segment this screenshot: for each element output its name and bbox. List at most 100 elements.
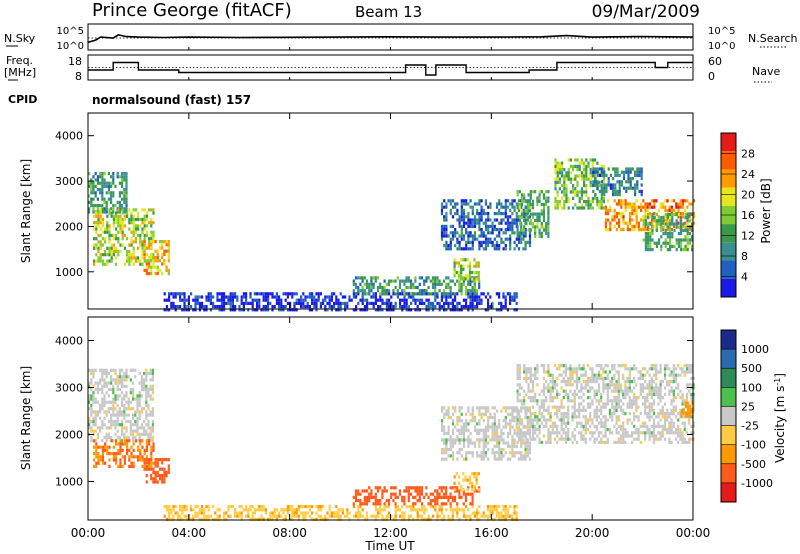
power-cell <box>603 186 606 190</box>
velocity-cell <box>582 415 585 419</box>
velocity-cell <box>134 375 137 379</box>
power-cell <box>95 243 98 247</box>
power-cell <box>152 208 155 212</box>
power-cell <box>231 298 234 302</box>
power-cell <box>379 305 382 309</box>
velocity-cell <box>359 511 362 515</box>
power-cell <box>574 177 577 181</box>
velocity-cell <box>258 508 261 512</box>
power-cell <box>339 301 342 305</box>
power-cell <box>368 285 371 290</box>
velocity-cell <box>586 364 590 368</box>
power-cell <box>108 259 111 263</box>
velocity-cell <box>105 381 108 385</box>
power-cell <box>460 258 463 262</box>
velocity-cell <box>326 517 329 521</box>
velocity-cell <box>595 364 598 368</box>
velocity-cell <box>471 484 474 489</box>
velocity-cell <box>236 514 239 518</box>
velocity-cell <box>506 431 510 436</box>
velocity-cell <box>458 406 461 410</box>
power-cell <box>491 240 494 244</box>
velocity-cell <box>639 412 642 416</box>
velocity-cell <box>589 437 592 441</box>
velocity-cell <box>249 517 252 521</box>
power-cell <box>96 178 99 182</box>
velocity-cell <box>582 399 585 403</box>
velocity-cell <box>480 428 483 432</box>
velocity-cell <box>407 499 410 503</box>
power-cell <box>161 243 164 247</box>
velocity-cell <box>198 511 201 515</box>
velocity-cell <box>562 370 565 374</box>
power-cell <box>469 221 472 225</box>
power-cell <box>427 305 430 309</box>
velocity-cell <box>117 452 120 456</box>
velocity-cell <box>542 402 546 406</box>
power-cell <box>506 224 510 228</box>
velocity-cell <box>101 419 104 424</box>
power-cell <box>509 224 512 228</box>
velocity-cell <box>571 418 574 422</box>
velocity-cell <box>118 387 121 392</box>
power-cell <box>440 228 444 232</box>
power-cell <box>117 208 120 212</box>
power-cell <box>655 219 658 223</box>
power-cell <box>104 240 107 244</box>
power-cell <box>596 196 599 200</box>
velocity-cell <box>383 517 386 521</box>
velocity-cell <box>513 406 516 410</box>
velocity-cell <box>139 442 142 446</box>
power-cell <box>489 305 492 309</box>
velocity-cell <box>531 428 535 432</box>
power-cell <box>462 215 466 219</box>
velocity-cell <box>536 415 539 419</box>
velocity-cell <box>633 380 636 384</box>
velocity-cell <box>339 508 342 512</box>
velocity-cell <box>451 419 455 423</box>
power-cell <box>304 295 307 299</box>
velocity-cell <box>394 505 397 509</box>
power-cell <box>282 305 285 309</box>
power-cell <box>88 207 91 211</box>
power-cell <box>330 298 333 302</box>
power-cell <box>583 184 586 188</box>
velocity-cell <box>518 437 521 441</box>
velocity-cell <box>123 410 126 414</box>
power-cell <box>464 289 468 293</box>
power-cell <box>95 221 98 225</box>
velocity-cell <box>571 415 574 419</box>
velocity-cell <box>447 454 450 458</box>
power-cell <box>591 161 594 165</box>
power-cell <box>664 238 667 242</box>
power-cell <box>476 301 479 305</box>
velocity-cell <box>269 514 272 518</box>
velocity-cell <box>449 444 452 448</box>
power-cell <box>454 305 457 309</box>
power-cell <box>198 301 201 305</box>
velocity-cell <box>110 439 113 443</box>
power-cell <box>629 202 632 206</box>
velocity-cell <box>407 505 410 509</box>
power-cell <box>666 241 669 245</box>
velocity-cell <box>267 517 270 521</box>
power-cell <box>484 234 488 238</box>
velocity-cell <box>103 416 106 420</box>
power-cell <box>677 215 680 219</box>
velocity-cell <box>99 407 102 411</box>
power-cell <box>425 279 428 283</box>
velocity-cell <box>101 371 104 376</box>
velocity-cell <box>251 517 254 521</box>
velocity-cell <box>523 424 526 428</box>
power-cell <box>528 234 532 238</box>
power-cell <box>476 208 479 212</box>
velocity-cell <box>121 375 124 379</box>
power-cell <box>627 186 630 190</box>
power-cell <box>449 212 452 216</box>
velocity-cell <box>517 457 521 461</box>
power-cell <box>547 218 550 223</box>
power-cell <box>605 189 608 193</box>
velocity-cell <box>105 435 108 440</box>
velocity-cell <box>97 461 100 465</box>
power-cell <box>205 295 208 299</box>
